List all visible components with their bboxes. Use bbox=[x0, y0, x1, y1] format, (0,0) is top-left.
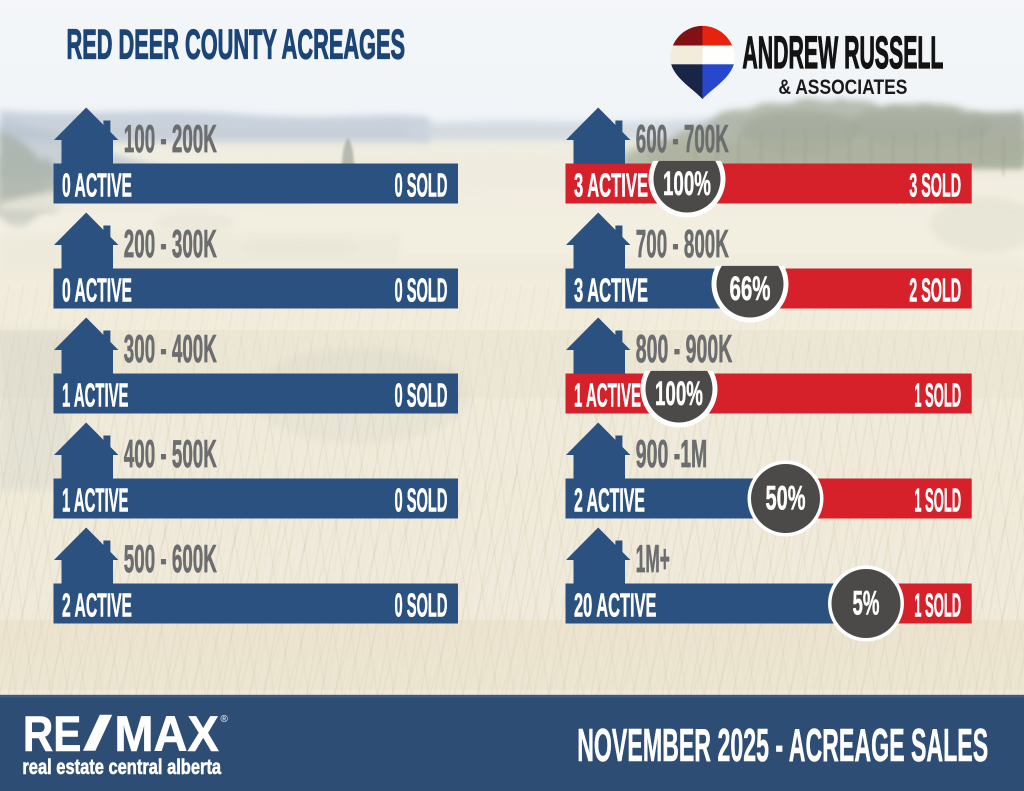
svg-text:RED DEER COUNTY ACREAGES: RED DEER COUNTY ACREAGES bbox=[67, 20, 406, 67]
svg-text:0 SOLD: 0 SOLD bbox=[395, 587, 448, 624]
svg-text:1 ACTIVE: 1 ACTIVE bbox=[62, 377, 129, 414]
svg-text:real estate central alberta: real estate central alberta bbox=[22, 755, 221, 779]
svg-text:0 SOLD: 0 SOLD bbox=[395, 482, 448, 519]
svg-text:& ASSOCIATES: & ASSOCIATES bbox=[778, 76, 907, 99]
svg-text:3 ACTIVE: 3 ACTIVE bbox=[574, 272, 648, 309]
svg-text:ANDREW RUSSELL: ANDREW RUSSELL bbox=[742, 27, 943, 78]
svg-text:100 - 200K: 100 - 200K bbox=[124, 118, 217, 161]
svg-text:100%: 100% bbox=[655, 375, 703, 413]
svg-text:400 - 500K: 400 - 500K bbox=[124, 433, 217, 476]
svg-text:300 - 400K: 300 - 400K bbox=[124, 328, 217, 371]
svg-text:1 ACTIVE: 1 ACTIVE bbox=[574, 377, 641, 414]
svg-text:800 - 900K: 800 - 900K bbox=[636, 328, 733, 371]
svg-text:3 ACTIVE: 3 ACTIVE bbox=[574, 167, 648, 204]
svg-text:100%: 100% bbox=[663, 165, 711, 203]
svg-text:1M+: 1M+ bbox=[636, 538, 670, 581]
svg-text:2 SOLD: 2 SOLD bbox=[909, 272, 961, 309]
svg-text:20 ACTIVE: 20 ACTIVE bbox=[574, 587, 657, 624]
svg-text:2 ACTIVE: 2 ACTIVE bbox=[574, 482, 645, 519]
svg-text:0 ACTIVE: 0 ACTIVE bbox=[62, 167, 132, 204]
svg-text:2 ACTIVE: 2 ACTIVE bbox=[62, 587, 132, 624]
svg-text:500 - 600K: 500 - 600K bbox=[124, 538, 217, 581]
svg-text:0 SOLD: 0 SOLD bbox=[395, 272, 448, 309]
svg-text:1 ACTIVE: 1 ACTIVE bbox=[62, 482, 129, 519]
svg-text:66%: 66% bbox=[730, 270, 771, 308]
svg-text:900 -1M: 900 -1M bbox=[636, 433, 708, 476]
svg-text:1 SOLD: 1 SOLD bbox=[914, 587, 961, 624]
svg-text:MAX: MAX bbox=[114, 705, 219, 762]
svg-text:1 SOLD: 1 SOLD bbox=[914, 377, 961, 414]
svg-text:NOVEMBER 2025 - ACREAGE SALES: NOVEMBER 2025 - ACREAGE SALES bbox=[577, 719, 988, 771]
svg-text:0 SOLD: 0 SOLD bbox=[395, 167, 448, 204]
svg-text:5%: 5% bbox=[853, 585, 880, 623]
svg-text:200 - 300K: 200 - 300K bbox=[124, 223, 217, 266]
svg-text:®: ® bbox=[221, 714, 229, 725]
svg-text:50%: 50% bbox=[766, 480, 806, 518]
svg-text:0 ACTIVE: 0 ACTIVE bbox=[62, 272, 132, 309]
svg-text:3 SOLD: 3 SOLD bbox=[909, 167, 961, 204]
svg-text:1 SOLD: 1 SOLD bbox=[914, 482, 961, 519]
svg-text:0 SOLD: 0 SOLD bbox=[395, 377, 448, 414]
svg-text:RE: RE bbox=[23, 705, 82, 762]
svg-text:700 - 800K: 700 - 800K bbox=[636, 223, 729, 266]
svg-text:600 - 700K: 600 - 700K bbox=[636, 118, 729, 161]
